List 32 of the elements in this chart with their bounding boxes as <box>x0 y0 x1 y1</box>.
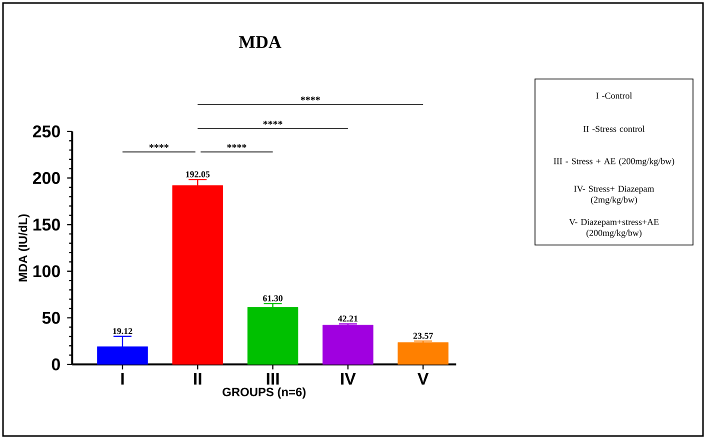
y-tick-label: 50 <box>42 312 60 324</box>
annotation: **** <box>149 144 169 148</box>
x-tick-label: III <box>266 372 279 385</box>
data-label: 61.30 <box>263 295 283 302</box>
y-tick-label: 100 <box>33 265 60 278</box>
data-label: 23.57 <box>413 332 433 339</box>
x-tick-label: II <box>194 372 202 385</box>
chart-title: MDA <box>238 36 282 48</box>
data-label: 192.05 <box>186 171 210 178</box>
x-tick-label: IV <box>341 372 356 385</box>
bar <box>97 346 148 365</box>
data-label: 42.21 <box>338 316 358 322</box>
text: I -Control <box>596 92 632 99</box>
bar <box>398 342 448 365</box>
y-tick-label: 150 <box>33 218 60 231</box>
y-axis-title: MDA (IU/dL) <box>18 214 30 282</box>
x-tick-label: I <box>121 372 124 385</box>
bar <box>247 307 298 365</box>
text: **** <box>300 96 320 100</box>
y-tick-label: 200 <box>32 172 60 184</box>
text: **** <box>263 120 282 125</box>
bar <box>322 324 374 365</box>
x-tick-label: V <box>418 372 429 385</box>
data-label: 19.12 <box>113 328 132 334</box>
text: III - Stress + AE (200mg/kg/bw) <box>554 158 674 166</box>
x-axis-title: GROUPS (n=6) <box>222 387 306 399</box>
text: IV- Stress+ Diazepam (2mg/kg/bw) <box>574 186 654 205</box>
y-tick-label: 250 <box>32 125 60 138</box>
text: V- Diazepam+stress+AE (200mg/kg/bw) <box>569 218 659 238</box>
text: II -Stress control <box>583 126 645 132</box>
annotation: **** <box>227 144 246 148</box>
y-tick-label: 0 <box>52 358 60 370</box>
